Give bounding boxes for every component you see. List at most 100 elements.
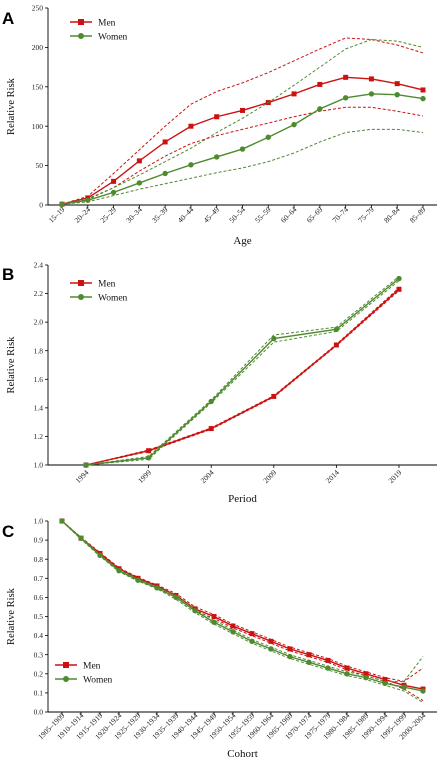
y-axis-label: Relative Risk [6,336,17,394]
women-point [368,91,375,97]
legend: Men Women [70,279,128,303]
x-tick-label: 45–49 [202,205,222,225]
women-point [420,688,426,694]
men-point [382,677,388,683]
y-tick-label: 0.3 [34,650,44,659]
legend-label-men: Men [98,279,116,289]
x-tick-label: 2014 [324,468,341,485]
women-point [78,535,84,541]
women-point [145,455,152,461]
women-point [306,659,312,666]
women-upper-ci-line [61,520,424,682]
y-tick-label: 1.2 [34,432,44,441]
women-lower-ci-line [61,128,424,205]
women-point [344,671,350,677]
y-tick-label: 1.8 [34,346,44,355]
men-point [111,178,117,184]
men-point [333,342,339,348]
x-axis-label: Age [233,235,251,247]
legend-label-women: Women [83,675,113,685]
x-tick-label: 1999 [136,468,153,485]
women-point [249,638,255,645]
men-lower-ci-line [61,520,424,701]
women-point [211,619,217,625]
y-tick-label: 0.1 [34,689,44,698]
men-point [211,614,217,619]
women-point [230,629,236,635]
men-point [363,671,369,677]
women-point [135,577,141,583]
x-tick-label: 40–44 [176,205,196,225]
legend-label-women: Women [98,293,128,303]
y-tick-label: 0.7 [34,574,44,583]
legend: Men Women [55,661,113,685]
women-point [59,201,65,207]
x-tick-label: 15–19 [47,205,67,225]
women-lower-ci-line [61,520,424,703]
women-point [396,275,402,282]
x-tick-label: 2009 [261,468,278,485]
x-tick-label: 35–39 [150,205,170,225]
women-point [154,585,160,591]
y-tick-label: 150 [32,82,44,91]
women-point [192,608,198,614]
y-tick-label: 1.6 [34,375,44,384]
women-series-line [61,520,424,692]
men-point [343,74,349,80]
y-tick-label: 0.4 [34,631,44,640]
men-point [230,623,236,629]
x-tick-label: 20–24 [73,205,93,225]
women-point [97,552,103,559]
x-tick-label: 30–34 [124,205,144,225]
legend-marker-women [78,294,84,300]
women-lower-ci-line [85,280,400,466]
men-point [271,393,277,399]
men-point [146,448,152,454]
x-tick-label: 50–54 [227,205,247,225]
women-point [208,398,214,405]
y-axis-label: Relative Risk [6,587,17,645]
x-tick-label: 2019 [386,468,403,485]
y-tick-label: 2.4 [34,261,44,270]
women-point [268,646,274,652]
x-tick-label: 85–89 [408,205,428,225]
y-tick-label: 0.6 [34,593,44,602]
y-tick-label: 0.0 [34,708,44,717]
men-point [420,87,426,93]
women-point [162,170,168,177]
legend-marker-women [63,676,69,682]
panel-c: C0.00.10.20.30.40.50.60.70.80.91.01905–1… [2,517,437,760]
y-tick-label: 1.0 [34,461,44,470]
women-upper-ci-line [61,39,424,205]
women-point [317,106,323,112]
x-tick-label: 1994 [73,468,90,485]
women-point [59,518,65,524]
women-point [214,154,220,160]
women-point [265,134,271,140]
y-tick-label: 2.0 [34,318,44,327]
x-tick-label: 60–64 [279,205,299,225]
y-tick-label: 50 [36,161,44,170]
x-axis-label: Period [228,493,257,505]
x-tick-label: 65–69 [305,205,325,225]
women-point [382,680,388,687]
women-point [333,326,340,332]
women-point [291,121,297,128]
women-point [173,594,179,601]
legend-label-women: Women [98,32,128,42]
x-axis-label: Cohort [227,748,258,760]
panel-letter: A [2,9,14,28]
men-point [368,76,374,82]
y-tick-label: 1.0 [34,517,44,526]
women-point [83,462,89,468]
y-tick-label: 0.9 [34,536,44,545]
x-tick-label: 25–29 [98,205,118,225]
women-point [85,197,91,203]
women-upper-ci-line [85,276,400,466]
x-tick-label: 70–74 [330,205,350,225]
y-axis-label: Relative Risk [6,77,17,135]
women-point [325,665,331,671]
women-point [363,674,369,681]
women-point [188,162,194,168]
legend-marker-women [78,33,84,39]
